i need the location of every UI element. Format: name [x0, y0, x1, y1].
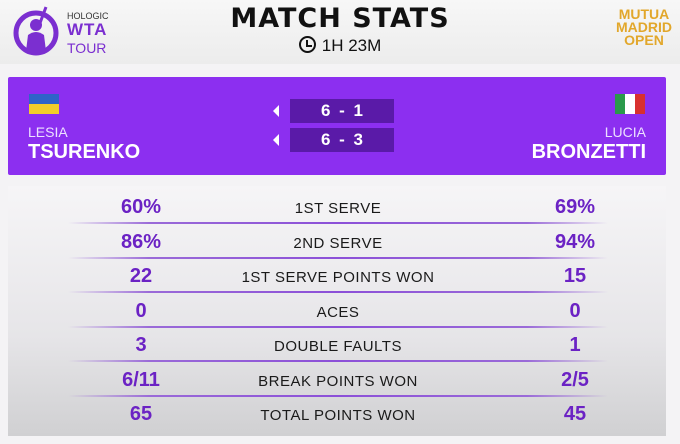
- player-first-name: LUCIA: [604, 124, 646, 140]
- right-value: 0: [569, 299, 581, 322]
- stat-row: 86% 2ND SERVE 94%: [8, 225, 666, 259]
- left-value: 6/11: [122, 368, 160, 391]
- page-title: MATCH STATS: [230, 3, 450, 34]
- right-value: 94%: [554, 230, 596, 253]
- left-value: 60%: [120, 196, 162, 218]
- ukraine-flag-icon: [29, 94, 59, 114]
- stat-row: 6/11 BREAK POINTS WON 2/5: [8, 363, 666, 397]
- row-divider: [68, 222, 608, 224]
- serve-indicator-icon: [273, 105, 279, 117]
- logo-text: WTA: [67, 20, 108, 39]
- row-divider: [68, 325, 608, 328]
- right-value: 2/5: [561, 368, 589, 391]
- duration-text: 1H 23M: [321, 36, 382, 55]
- stat-label: BREAK POINTS WON: [258, 372, 418, 390]
- logo-text: HOLOGIC: [67, 11, 109, 21]
- header: HOLOGIC WTA TOUR MATCH STATS 1H 23M MUTU…: [0, 0, 680, 64]
- stats-table: 60% 1ST SERVE 69% 86% 2ND SERVE 94% 22 1ST SERV…: [8, 186, 666, 436]
- stat-row: 60% 1ST SERVE 69%: [8, 190, 666, 224]
- logo-text: MADRID: [616, 19, 672, 35]
- tennis-player-icon: [13, 6, 59, 56]
- player-last-name: BRONZETTI: [531, 141, 646, 163]
- left-value: 65: [129, 403, 153, 425]
- logo-text: TOUR: [67, 40, 107, 56]
- mutua-madrid-open-logo: MUTUA MADRID OPEN: [616, 6, 672, 48]
- row-divider: [68, 360, 608, 362]
- stat-label: DOUBLE FAULTS: [274, 338, 402, 355]
- stat-label: TOTAL POINTS WON: [260, 407, 416, 424]
- right-value: 1: [569, 334, 581, 356]
- logo-text: OPEN: [624, 32, 664, 48]
- right-value: 15: [563, 265, 587, 287]
- clock-icon: [298, 36, 316, 53]
- stat-label: 1ST SERVE POINTS WON: [241, 269, 435, 286]
- stat-row: 0 ACES 0: [8, 294, 666, 328]
- right-value: 45: [563, 403, 587, 425]
- set-score: 6 - 3: [290, 128, 394, 152]
- row-divider: [68, 256, 608, 259]
- right-value: 69%: [554, 196, 596, 218]
- stat-label: ACES: [316, 303, 360, 321]
- player-first-name: LESIA: [28, 124, 68, 140]
- stat-row: 65 TOTAL POINTS WON 45: [8, 397, 666, 431]
- row-divider: [68, 291, 608, 293]
- left-value: 3: [135, 334, 147, 356]
- scoreboard: LESIA TSURENKO LUCIA BRONZETTI 6 - 1 6 -…: [8, 77, 666, 175]
- stat-label: 1ST SERVE: [294, 200, 382, 217]
- stat-row: 3 DOUBLE FAULTS 1: [8, 328, 666, 362]
- logo-text: MUTUA: [618, 6, 670, 22]
- left-value: 22: [129, 265, 153, 287]
- serve-indicator-icon: [273, 134, 279, 146]
- player-last-name: TSURENKO: [28, 141, 141, 163]
- left-value: 0: [135, 299, 147, 322]
- stat-row: 22 1ST SERVE POINTS WON 15: [8, 259, 666, 293]
- left-value: 86%: [120, 230, 162, 253]
- wta-tour-logo: HOLOGIC WTA TOUR: [10, 3, 120, 59]
- set-score: 6 - 1: [290, 99, 394, 123]
- stat-label: 2ND SERVE: [293, 234, 383, 252]
- match-duration: 1H 23M: [0, 36, 680, 56]
- italy-flag-icon: [615, 94, 645, 114]
- row-divider: [68, 394, 608, 397]
